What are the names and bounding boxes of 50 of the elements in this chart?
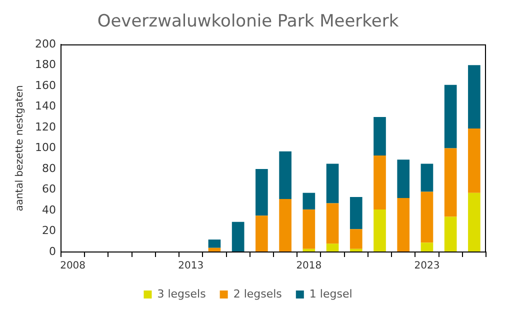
bar bbox=[326, 244, 339, 252]
bar bbox=[468, 65, 480, 128]
legend-label: 2 legsels bbox=[233, 287, 282, 300]
y-tick-label: 100 bbox=[34, 141, 56, 154]
bar bbox=[279, 199, 292, 252]
bar bbox=[374, 209, 386, 252]
bar bbox=[208, 248, 221, 252]
bar bbox=[420, 192, 434, 243]
bar bbox=[397, 160, 410, 198]
y-tick-label: 40 bbox=[42, 203, 56, 216]
bar bbox=[374, 117, 386, 156]
bar bbox=[444, 148, 457, 217]
bar bbox=[397, 198, 410, 252]
bar bbox=[326, 203, 339, 244]
bar bbox=[256, 216, 268, 252]
y-tick-label: 20 bbox=[42, 224, 56, 238]
x-tick-label: 2023 bbox=[414, 260, 440, 272]
bar bbox=[468, 192, 480, 252]
bar bbox=[420, 164, 434, 192]
bar bbox=[302, 248, 316, 252]
y-tick-label: 140 bbox=[34, 100, 56, 113]
bar bbox=[350, 196, 362, 230]
x-tick-label: 2013 bbox=[178, 260, 204, 272]
bar bbox=[302, 209, 316, 249]
y-tick-label: 80 bbox=[42, 162, 56, 175]
y-tick-label: 160 bbox=[34, 78, 56, 92]
bar bbox=[444, 84, 457, 148]
bar bbox=[208, 240, 221, 248]
y-tick-label: 0 bbox=[48, 244, 56, 258]
bar bbox=[350, 248, 362, 252]
legend-label: 3 legsels bbox=[157, 287, 206, 300]
bar bbox=[279, 151, 292, 200]
bar bbox=[374, 155, 386, 210]
chart-title: Oeverzwaluwkolonie Park Meerkerk bbox=[97, 12, 399, 32]
bar bbox=[420, 242, 434, 252]
bar bbox=[302, 192, 316, 210]
y-tick-label: 60 bbox=[42, 182, 56, 196]
y-axis-title: aantal bezette nestgaten bbox=[14, 85, 26, 212]
y-tick-label: 200 bbox=[34, 37, 56, 50]
bar bbox=[232, 222, 244, 252]
bar bbox=[444, 216, 457, 252]
bar bbox=[468, 128, 480, 193]
y-tick-label: 120 bbox=[34, 120, 56, 134]
x-tick-label: 2018 bbox=[296, 260, 322, 272]
x-tick-label: 2008 bbox=[60, 260, 86, 272]
bar bbox=[256, 168, 268, 216]
y-tick-label: 180 bbox=[34, 58, 56, 72]
bar bbox=[326, 164, 339, 204]
legend-label: 1 legsel bbox=[309, 287, 352, 300]
bar bbox=[350, 229, 362, 249]
